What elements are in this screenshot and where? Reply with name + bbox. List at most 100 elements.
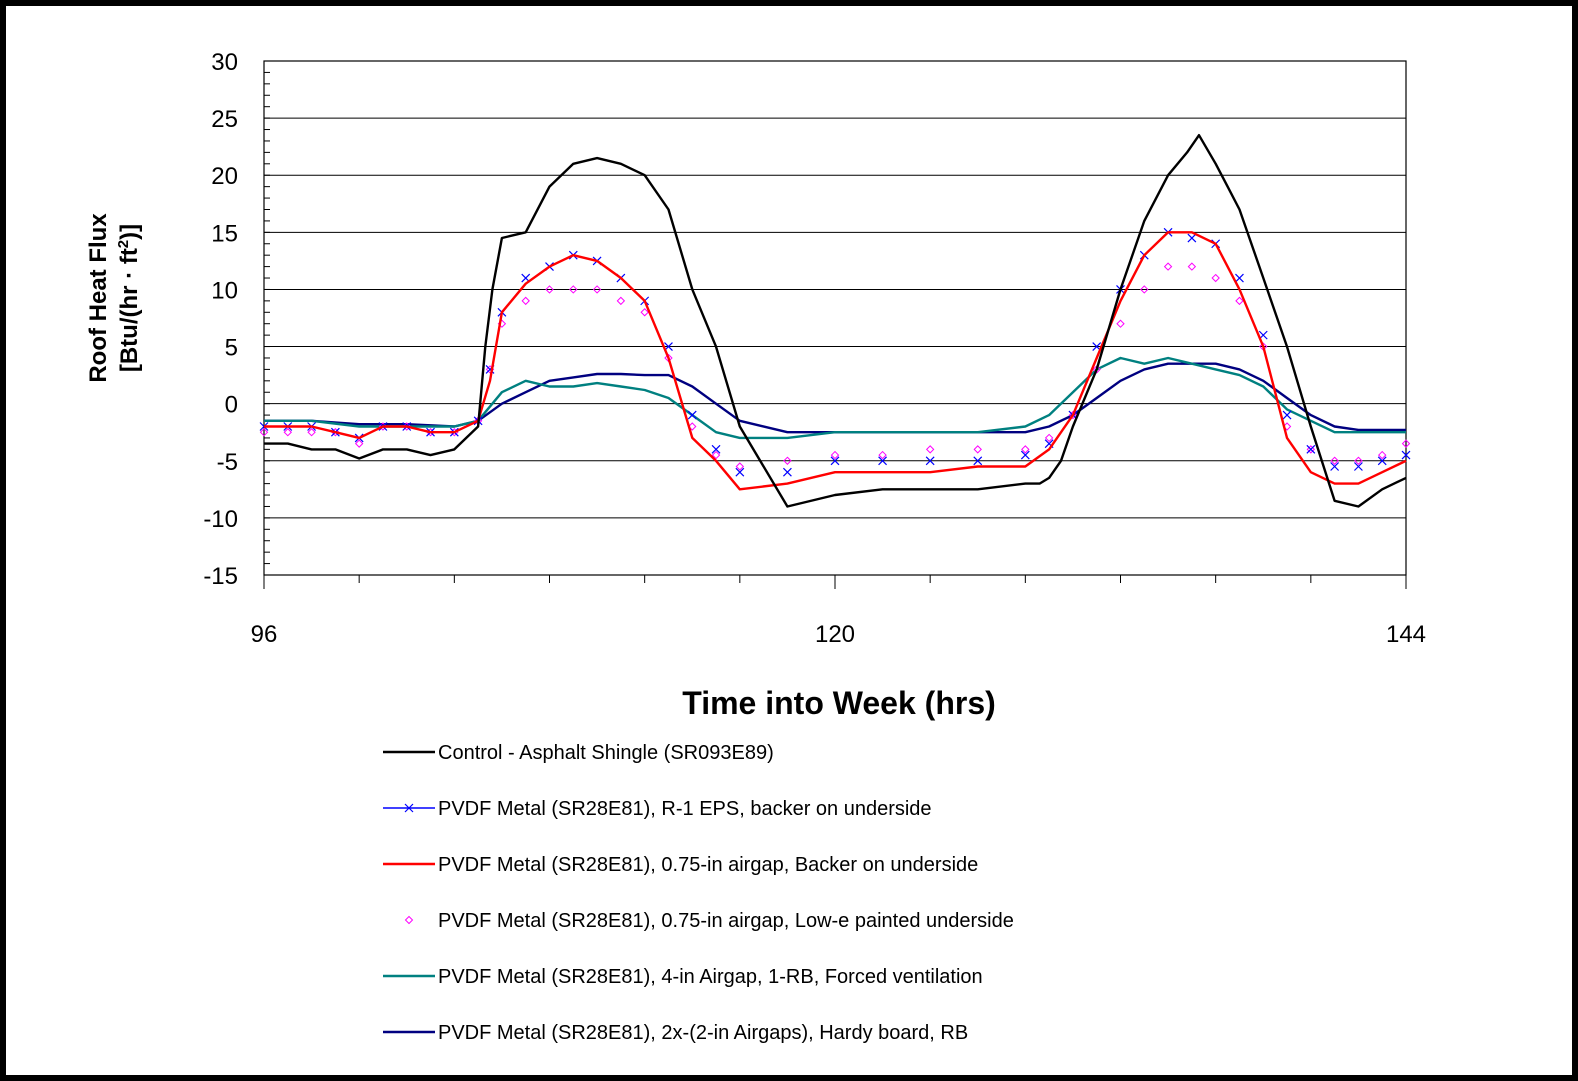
x-marker [687,410,697,420]
legend-marker [404,803,414,813]
legend-label: Control - Asphalt Shingle (SR093E89) [438,742,774,764]
legend-marker [404,915,414,925]
legend-label: PVDF Metal (SR28E81), 0.75-in airgap, Lo… [438,910,1014,932]
diamond-marker [1116,319,1125,328]
diamond-marker [307,428,316,437]
diamond-marker [973,445,982,454]
legend-item: PVDF Metal (SR28E81), 0.75-in airgap, Ba… [383,854,978,876]
diamond-marker [640,308,649,317]
y-tick-label: 20 [211,163,238,190]
x-marker [1377,456,1387,466]
legend-item: PVDF Metal (SR28E81), 4-in Airgap, 1-RB,… [383,966,983,988]
series-4 [259,262,1411,471]
y-tick-label: 30 [211,49,238,76]
diamond-marker [545,285,554,294]
legend-label: PVDF Metal (SR28E81), 0.75-in airgap, Ba… [438,854,978,876]
line-chart: -15 -10 -5 0 5 10 15 20 25 30 96 120 144 Roof Heat … [85,49,1426,1044]
legend-label: PVDF Metal (SR28E81), 2x-(2-in Airgaps),… [438,1022,968,1044]
y-axis-title-pre: [Btu/(hr · ft [116,248,143,372]
diamond-marker [1354,456,1363,465]
diamond-marker [711,450,721,460]
x-marker [925,456,935,466]
diamond-marker [1044,433,1054,443]
series-layer [259,133,1411,508]
x-marker [1401,450,1411,460]
x-axis-title: Time into Week (hrs) [682,685,996,721]
y-tick-label: -15 [203,563,238,590]
diamond-marker [1092,365,1101,374]
legend-item: PVDF Metal (SR28E81), R-1 EPS, backer on… [383,798,932,820]
y-tick-label: -5 [217,449,238,476]
series-5 [264,356,1406,440]
plot-area-border [263,60,1407,576]
diamond-marker [521,296,530,306]
x-marker [1282,410,1292,420]
x-tick-label: 144 [1386,621,1426,648]
diamond-marker [1140,285,1149,294]
y-axis-title-line-1: Roof Heat Flux [85,213,112,383]
diamond-marker [616,296,626,306]
y-tick-label: 0 [225,392,238,419]
legend-item: Control - Asphalt Shingle (SR093E89) [383,742,774,764]
legend-item: PVDF Metal (SR28E81), 0.75-in airgap, Lo… [404,910,1014,932]
x-marker [1020,450,1030,460]
diamond-marker [283,428,292,437]
legend: Control - Asphalt Shingle (SR093E89) PVDF… [383,742,1014,1044]
y-axis-title-sup: 2 [115,240,132,248]
x-marker [1306,444,1316,454]
x-tick-label: 120 [815,621,855,648]
diamond-marker [1306,445,1316,454]
series-line [264,133,1407,508]
diamond-marker [1235,296,1244,306]
x-tick-label: 96 [251,621,278,648]
x-marker [1330,462,1340,471]
series-line [264,231,1407,491]
diamond-marker [259,428,269,437]
x-marker [711,444,721,454]
diamond-marker [925,445,935,454]
series-line [264,356,1406,440]
diamond-marker [592,285,602,294]
minor-ticks [263,60,1407,589]
legend-label: PVDF Metal (SR28E81), R-1 EPS, backer on… [438,798,932,820]
diamond-marker [1378,450,1387,460]
diamond-marker [1021,445,1030,454]
y-tick-label: 15 [211,220,238,247]
legend-label: PVDF Metal (SR28E81), 4-in Airgap, 1-RB,… [438,966,983,988]
x-marker [1187,233,1197,243]
series-1 [264,133,1407,508]
y-tick-labels: -15 -10 -5 0 5 10 15 20 25 30 [203,49,238,590]
diamond-marker [1211,273,1220,283]
diamond-marker [783,456,792,465]
diamond-marker [688,422,697,431]
diamond-marker [354,439,364,448]
diamond-marker [1330,456,1339,465]
y-axis-title-line-2: [Btu/(hr · ft2)] [115,224,143,372]
y-tick-label: 25 [211,106,238,133]
diamond-marker [1401,439,1411,448]
series-2 [259,227,1411,477]
x-marker [1235,273,1244,283]
series-3 [264,231,1407,491]
diamond-marker [735,462,745,471]
diamond-marker [569,285,578,294]
x-marker [1353,462,1363,471]
x-marker [973,456,983,466]
x-tick-labels: 96 120 144 [251,621,1426,648]
x-marker [782,467,792,477]
y-tick-label: -10 [203,506,238,533]
diamond-marker [878,450,887,460]
x-marker [878,456,888,466]
x-marker [735,467,745,477]
diamond-marker [1187,262,1197,271]
diamond-marker [830,450,840,460]
diamond-marker [1163,262,1173,271]
y-axis-title-post: )] [116,224,143,240]
legend-item: PVDF Metal (SR28E81), 2x-(2-in Airgaps),… [383,1022,968,1044]
grid-lines [264,60,1406,576]
x-marker [830,456,840,466]
y-tick-label: 10 [211,277,238,304]
y-tick-label: 5 [225,335,238,362]
diamond-marker [1068,410,1078,420]
